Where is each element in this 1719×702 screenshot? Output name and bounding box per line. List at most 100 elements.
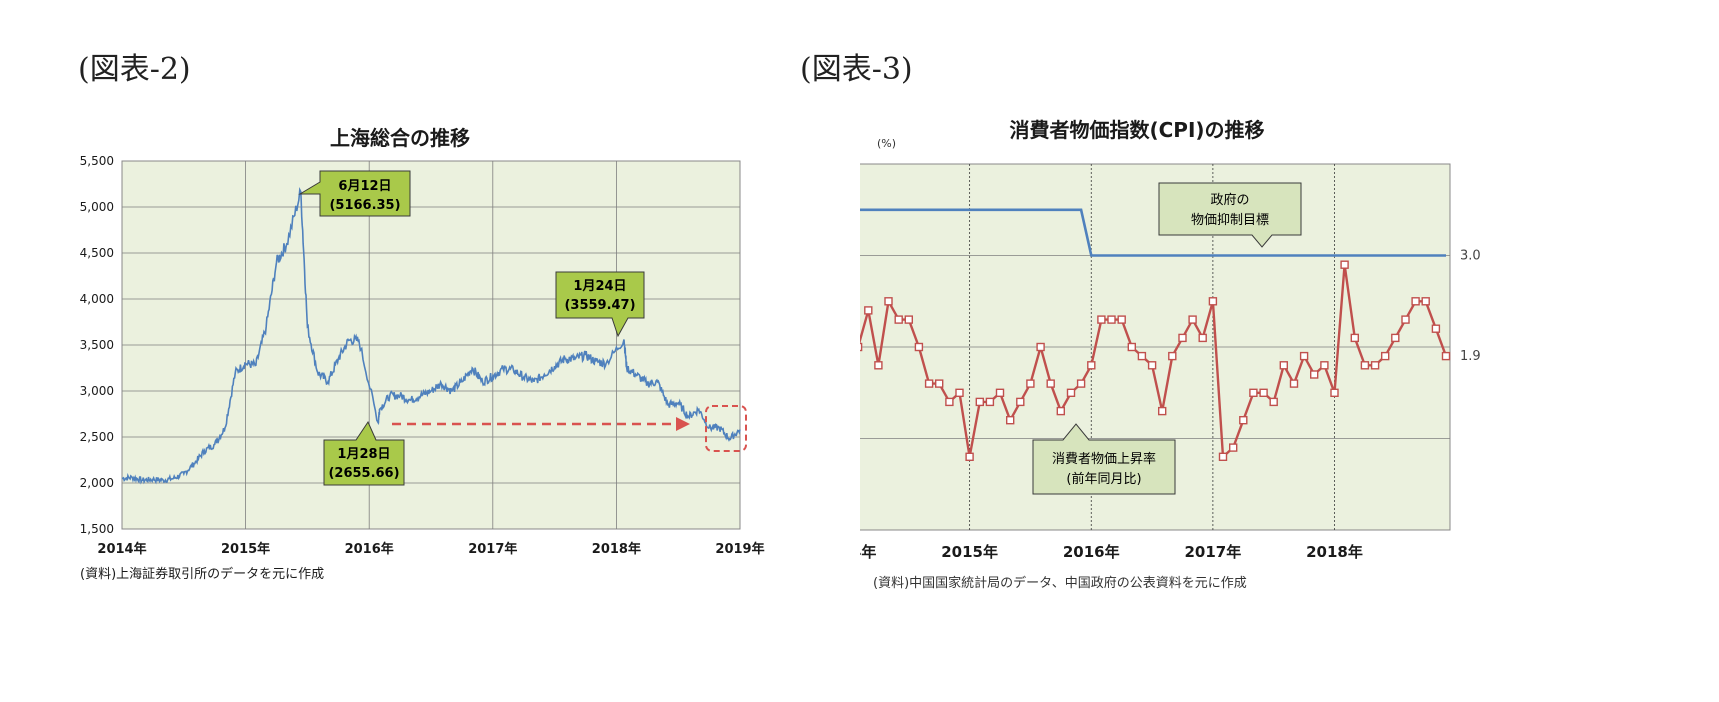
cpi-point <box>955 388 964 397</box>
cpi-point <box>1016 397 1025 407</box>
callout-peak-2015-value: (5166.35) <box>329 198 400 213</box>
cpi-point <box>1360 361 1370 370</box>
cpi-point <box>985 397 995 407</box>
figure-label-3: (図表-3) <box>800 52 913 87</box>
target-line <box>860 208 1446 257</box>
cpi-point <box>884 297 893 306</box>
callout-peak-2018-date: 1月24日 <box>573 279 626 294</box>
callout-peak-2018-value: (3559.47) <box>564 298 635 313</box>
cpi-point <box>1289 379 1299 388</box>
cpi-point <box>1320 361 1329 370</box>
source-note: (資料)上海証券取引所のデータを元に作成 <box>80 566 324 582</box>
target-end-label: 3.0 <box>1460 249 1481 264</box>
cpi-point <box>1198 333 1207 343</box>
y-unit-label: (%) <box>877 137 896 150</box>
cpi-point <box>1269 397 1278 407</box>
recent-range-highlight <box>705 405 747 452</box>
cpi-point <box>1056 406 1066 416</box>
x-tick-label: 2017年 <box>468 541 517 557</box>
cpi-point <box>1330 388 1339 397</box>
callout-peak-2015-date: 6月12日 <box>338 179 391 194</box>
shanghai-composite-chart: 上海総合の推移 1,500 2,000 2,500 3,000 3,500 4,000 4,… <box>80 126 765 582</box>
cpi-point <box>924 379 934 388</box>
x-tick-label: 2015年 <box>941 543 998 561</box>
cpi-point <box>934 379 944 388</box>
cpi-point <box>1441 351 1451 361</box>
cpi-point <box>965 452 974 461</box>
cpi-chart: 消費者物価指数(CPI)の推移 (%) 01234 2014年2015年2016… <box>860 118 1481 591</box>
cpi-point <box>1381 351 1390 361</box>
cpi-point <box>1076 379 1086 388</box>
cpi-point <box>1279 361 1288 370</box>
cpi-point <box>995 388 1005 397</box>
x-tick-label: 2014年 <box>860 543 876 561</box>
shanghai-index-line <box>122 187 741 485</box>
cpi-point <box>1178 333 1187 343</box>
cpi-point <box>1127 342 1136 352</box>
cpi-point <box>894 315 903 324</box>
cpi-point <box>914 342 924 352</box>
callout-peak-2015: 6月12日 (5166.35) <box>298 170 411 217</box>
callout-low-2016-value: (2655.66) <box>328 466 399 481</box>
cpi-point <box>1350 333 1359 343</box>
y-tick-label: 2,000 <box>80 476 114 490</box>
y-tick-label: 4,500 <box>80 246 114 260</box>
x-tick-label: 2018年 <box>1306 543 1363 561</box>
callout-target-line1: 政府の <box>1210 193 1249 208</box>
cpi-point <box>864 306 873 315</box>
callout-cpi-line2: (前年同月比) <box>1066 471 1141 487</box>
range-arrow-head <box>676 417 690 431</box>
y-tick-label: 2,500 <box>80 430 114 444</box>
y-tick-label: 3,500 <box>80 338 114 352</box>
figure-label-2: (図表-2) <box>78 52 191 87</box>
cpi-point <box>1137 351 1147 361</box>
cpi-point <box>1310 370 1319 379</box>
cpi-point <box>904 315 913 324</box>
cpi-point <box>1087 361 1096 370</box>
x-tick-label: 2015年 <box>221 541 270 557</box>
cpi-point <box>1229 443 1238 452</box>
cpi-point <box>1421 297 1430 306</box>
cpi-point <box>1158 406 1167 416</box>
cpi-point <box>1370 361 1380 370</box>
cpi-point <box>1005 416 1015 425</box>
cpi-point <box>1066 388 1076 397</box>
source-note: (資料)中国国家統計局のデータ、中国政府の公表資料を元に作成 <box>873 575 1247 591</box>
cpi-point <box>1046 379 1055 388</box>
cpi-point <box>1036 342 1045 352</box>
callout-cpi-line1: 消費者物価上昇率 <box>1052 451 1156 467</box>
x-tick-label: 2019年 <box>715 541 764 557</box>
cpi-end-label: 1.9 <box>1460 349 1481 364</box>
x-tick-label: 2018年 <box>592 541 641 557</box>
chart-title: 消費者物価指数(CPI)の推移 <box>1009 118 1264 142</box>
callout-low-2016-date: 1月28日 <box>337 447 390 462</box>
callout-target-line2: 物価抑制目標 <box>1191 213 1269 228</box>
cpi-point <box>1259 388 1268 397</box>
cpi-point <box>1431 324 1441 333</box>
cpi-point <box>1208 297 1218 306</box>
y-tick-label: 1,500 <box>80 522 114 536</box>
callout-cpi: 消費者物価上昇率 (前年同月比) <box>1032 423 1176 495</box>
cpi-point <box>1340 260 1349 269</box>
cpi-point <box>1168 351 1177 361</box>
callout-peak-2018: 1月24日 (3559.47) <box>555 271 645 338</box>
callout-target: 政府の 物価抑制目標 <box>1158 182 1302 248</box>
x-tick-label: 2016年 <box>345 541 394 557</box>
cpi-point <box>1107 315 1116 324</box>
y-tick-label: 4,000 <box>80 292 114 306</box>
cpi-point <box>1147 361 1157 370</box>
x-tick-label: 2016年 <box>1063 543 1120 561</box>
cpi-point <box>1117 315 1126 324</box>
cpi-point <box>1401 315 1410 324</box>
cpi-point <box>1188 315 1197 324</box>
cpi-point <box>945 397 954 407</box>
cpi-point <box>1097 315 1106 324</box>
cpi-point <box>975 397 985 407</box>
y-tick-label: 5,000 <box>80 200 114 214</box>
callout-low-2016: 1月28日 (2655.66) <box>323 420 405 486</box>
chart-title: 上海総合の推移 <box>330 126 470 150</box>
cpi-point <box>1411 297 1420 306</box>
cpi-point <box>874 361 883 370</box>
cpi-point <box>1239 416 1248 425</box>
cpi-point <box>1026 379 1035 388</box>
